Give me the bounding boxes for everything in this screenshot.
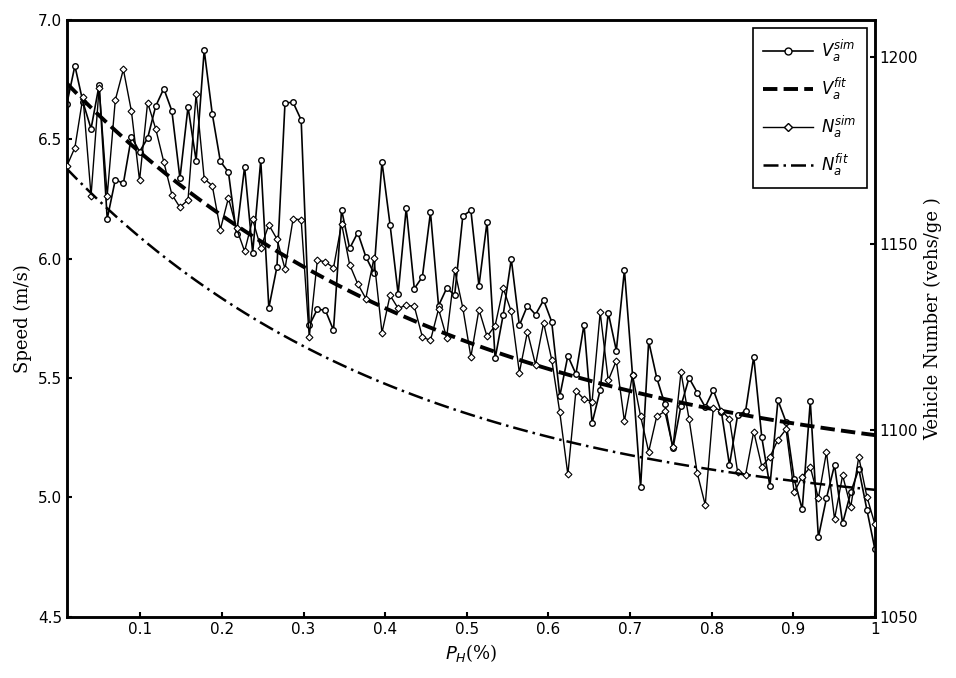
Y-axis label: Speed (m/s): Speed (m/s) <box>14 264 33 373</box>
Legend: $V_a^{sim}$, $V_a^{fit}$, $N_a^{sim}$, $N_a^{fit}$: $V_a^{sim}$, $V_a^{fit}$, $N_a^{sim}$, $… <box>752 28 866 188</box>
Y-axis label: Vehicle Number (vehs/ge ): Vehicle Number (vehs/ge ) <box>923 197 942 439</box>
X-axis label: $P_H$(%): $P_H$(%) <box>445 642 497 664</box>
